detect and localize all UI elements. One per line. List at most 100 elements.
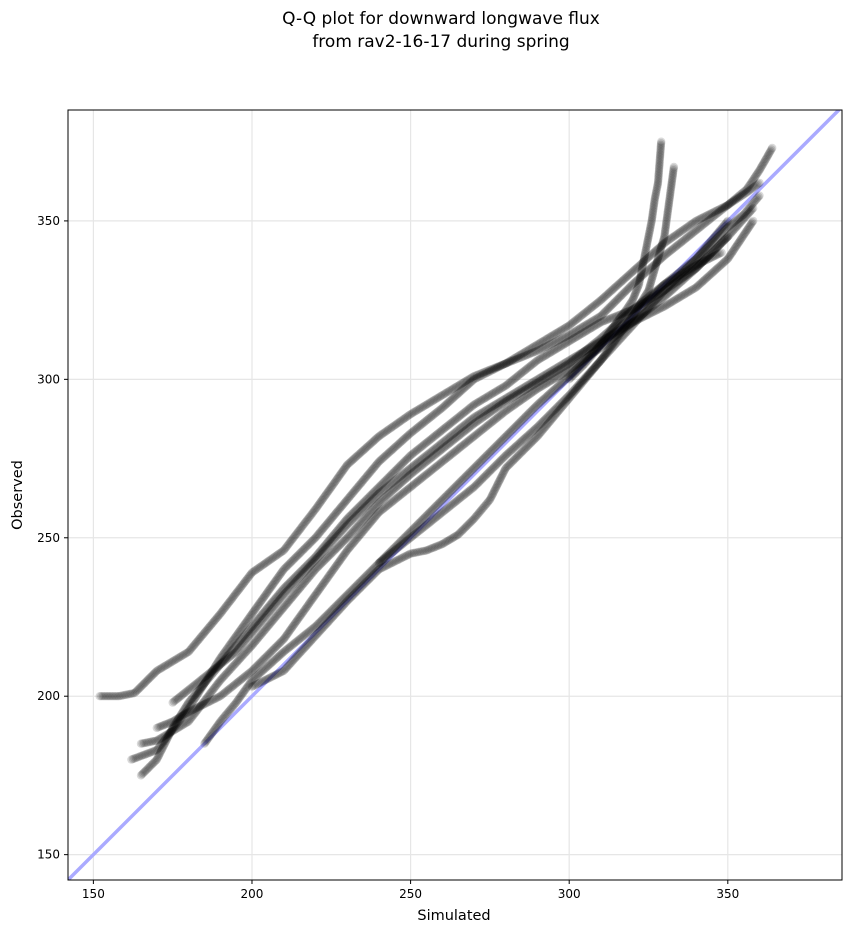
- data-point: [626, 282, 635, 291]
- data-point: [599, 309, 608, 318]
- data-point: [346, 457, 355, 466]
- data-point: [630, 278, 640, 287]
- data-point: [318, 525, 327, 534]
- data-point: [722, 201, 731, 211]
- data-point: [227, 638, 236, 647]
- data-point: [214, 612, 223, 621]
- data-point: [280, 545, 289, 554]
- data-point: [276, 569, 286, 578]
- data-point: [283, 541, 292, 550]
- data-point: [209, 617, 219, 626]
- data-point: [165, 729, 174, 738]
- data-point: [295, 549, 304, 558]
- data-point: [675, 239, 684, 248]
- data-point: [231, 631, 241, 641]
- data-point: [347, 490, 356, 499]
- data-point: [149, 670, 158, 679]
- data-point: [293, 551, 302, 561]
- data-point: [304, 540, 313, 549]
- data-point: [370, 436, 379, 445]
- data-point: [341, 496, 351, 506]
- one-to-one-reference-line: [68, 110, 842, 880]
- data-point: [318, 494, 328, 503]
- data-point: [253, 564, 262, 574]
- data-point: [237, 624, 246, 633]
- data-point: [171, 655, 181, 664]
- data-point: [210, 663, 219, 672]
- data-point: [691, 226, 701, 235]
- data-point: [136, 752, 145, 761]
- data-point: [189, 696, 198, 705]
- data-point: [362, 442, 372, 452]
- data-point: [385, 424, 394, 434]
- data-point: [669, 244, 678, 253]
- data-point: [158, 738, 167, 747]
- data-point: [288, 556, 297, 565]
- data-point: [636, 272, 646, 282]
- data-point: [703, 217, 712, 226]
- data-point: [245, 612, 255, 621]
- data-point: [247, 568, 257, 577]
- data-point: [193, 689, 203, 698]
- data-point: [647, 263, 656, 272]
- data-point: [313, 531, 322, 540]
- data-point: [213, 613, 222, 622]
- data-point: [192, 692, 201, 701]
- data-point: [285, 559, 294, 568]
- data-point: [522, 350, 532, 360]
- data-point: [454, 381, 464, 390]
- data-point: [287, 536, 296, 545]
- data-point: [468, 372, 477, 382]
- data-point: [170, 655, 179, 665]
- data-point: [685, 231, 694, 240]
- data-point: [274, 571, 284, 581]
- data-point: [399, 414, 409, 423]
- data-point: [177, 651, 186, 661]
- data-point: [717, 205, 726, 215]
- data-point: [353, 451, 362, 460]
- data-point: [335, 504, 345, 513]
- data-point: [597, 310, 607, 319]
- data-point: [202, 675, 211, 685]
- data-point: [159, 736, 168, 746]
- data-point: [633, 275, 642, 285]
- data-point: [265, 584, 274, 594]
- data-point: [610, 298, 619, 307]
- data-point: [225, 598, 234, 607]
- data-point: [295, 525, 304, 535]
- data-point: [330, 477, 340, 487]
- data-point: [221, 603, 230, 612]
- data-point: [581, 320, 590, 330]
- data-point: [528, 348, 538, 357]
- data-point: [264, 586, 273, 595]
- data-point: [672, 241, 682, 250]
- data-point: [127, 689, 136, 698]
- data-point: [289, 555, 299, 564]
- data-point: [335, 471, 344, 480]
- data-point: [436, 391, 446, 401]
- data-point: [357, 478, 366, 487]
- data-point: [735, 191, 744, 200]
- data-point: [676, 238, 686, 247]
- data-point: [736, 190, 745, 199]
- data-point: [759, 159, 768, 168]
- data-point: [716, 206, 725, 216]
- data-point: [432, 394, 441, 403]
- data-point: [257, 596, 266, 605]
- data-point: [750, 172, 760, 182]
- x-tick-label: 200: [241, 887, 264, 901]
- data-point: [219, 605, 228, 615]
- data-point: [246, 610, 256, 620]
- data-point: [243, 573, 253, 582]
- data-point: [261, 559, 270, 568]
- data-point: [134, 684, 144, 693]
- data-point: [331, 476, 341, 485]
- data-point: [619, 289, 628, 298]
- data-point: [230, 634, 239, 643]
- data-point: [203, 624, 213, 633]
- data-point: [165, 659, 174, 668]
- data-point: [292, 529, 301, 538]
- data-point: [657, 253, 667, 263]
- data-point: [111, 692, 120, 701]
